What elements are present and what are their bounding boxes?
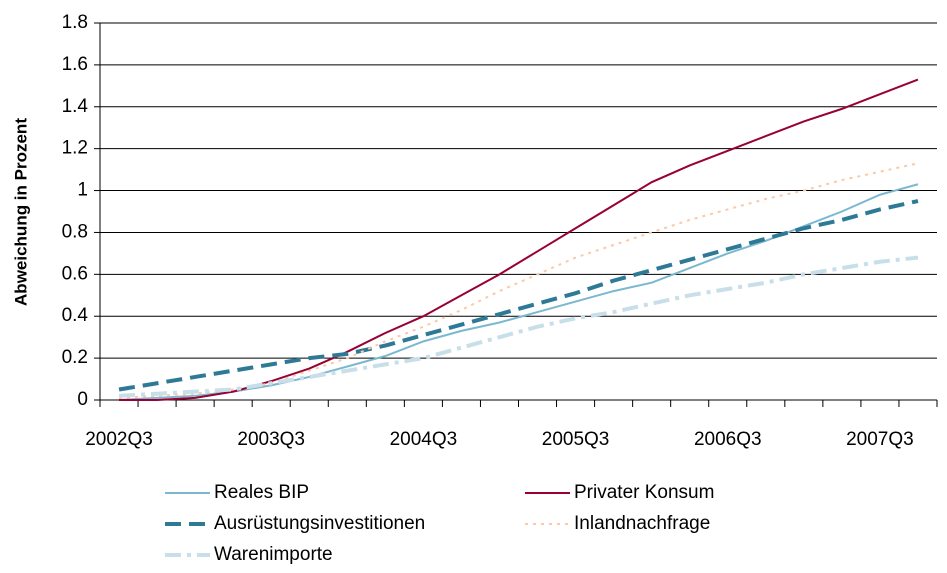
- series-line: [118, 183, 919, 401]
- x-tick-label: 2007Q3: [846, 429, 914, 450]
- x-tick-label: 2004Q3: [390, 429, 458, 450]
- y-tick-label: 0.6: [62, 263, 88, 284]
- y-tick-label: 0.2: [62, 347, 88, 368]
- x-tick-label: 2005Q3: [542, 429, 610, 450]
- y-tick-label: 0.8: [62, 221, 88, 242]
- series-line: [118, 255, 919, 398]
- series-line: [118, 199, 919, 392]
- y-tick-label: 1.6: [62, 54, 88, 75]
- y-tick-label: 0.4: [62, 305, 89, 326]
- legend-label: Reales BIP: [214, 482, 309, 503]
- legend-label: Inlandnachfrage: [574, 513, 710, 534]
- y-tick-label: 1.4: [62, 96, 89, 117]
- series-line: [118, 162, 919, 399]
- y-tick-label: 0: [77, 389, 88, 410]
- x-tick-label: 2006Q3: [694, 429, 762, 450]
- y-axis-title: Abweichung in Prozent: [11, 118, 30, 306]
- series-line: [119, 78, 919, 401]
- legend-label: Ausrüstungsinvestitionen: [214, 513, 425, 534]
- legend-label: Privater Konsum: [574, 482, 714, 503]
- y-tick-label: 1.8: [62, 12, 88, 33]
- y-tick-label: 1.2: [62, 138, 88, 159]
- x-tick-label: 2003Q3: [237, 429, 305, 450]
- legend-label: Warenimporte: [214, 544, 333, 565]
- y-tick-label: 1: [77, 180, 88, 201]
- x-tick-label: 2002Q3: [85, 429, 153, 450]
